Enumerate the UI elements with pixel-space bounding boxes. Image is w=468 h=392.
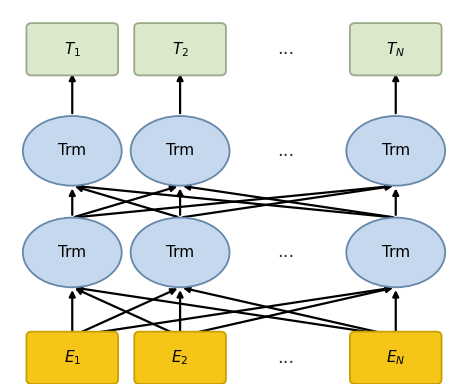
Ellipse shape xyxy=(23,218,122,287)
Text: Trm: Trm xyxy=(166,143,194,158)
Text: Trm: Trm xyxy=(58,245,86,260)
Text: $E_1$: $E_1$ xyxy=(64,348,81,367)
FancyBboxPatch shape xyxy=(26,332,118,384)
Text: $T_2$: $T_2$ xyxy=(172,40,189,58)
Ellipse shape xyxy=(346,116,445,186)
Text: ...: ... xyxy=(277,243,294,261)
Text: ...: ... xyxy=(277,40,294,58)
FancyBboxPatch shape xyxy=(134,332,226,384)
Text: ...: ... xyxy=(277,349,294,367)
Text: Trm: Trm xyxy=(382,143,410,158)
FancyBboxPatch shape xyxy=(350,23,442,75)
Text: Trm: Trm xyxy=(166,245,194,260)
Ellipse shape xyxy=(23,116,122,186)
FancyBboxPatch shape xyxy=(26,23,118,75)
Text: Trm: Trm xyxy=(382,245,410,260)
Text: $T_1$: $T_1$ xyxy=(64,40,81,58)
Ellipse shape xyxy=(131,116,229,186)
Text: ...: ... xyxy=(277,142,294,160)
Text: Trm: Trm xyxy=(58,143,86,158)
Ellipse shape xyxy=(346,218,445,287)
Text: $T_N$: $T_N$ xyxy=(386,40,405,58)
FancyBboxPatch shape xyxy=(134,23,226,75)
Ellipse shape xyxy=(131,218,229,287)
Text: $E_N$: $E_N$ xyxy=(386,348,405,367)
FancyBboxPatch shape xyxy=(350,332,442,384)
Text: $E_2$: $E_2$ xyxy=(171,348,189,367)
